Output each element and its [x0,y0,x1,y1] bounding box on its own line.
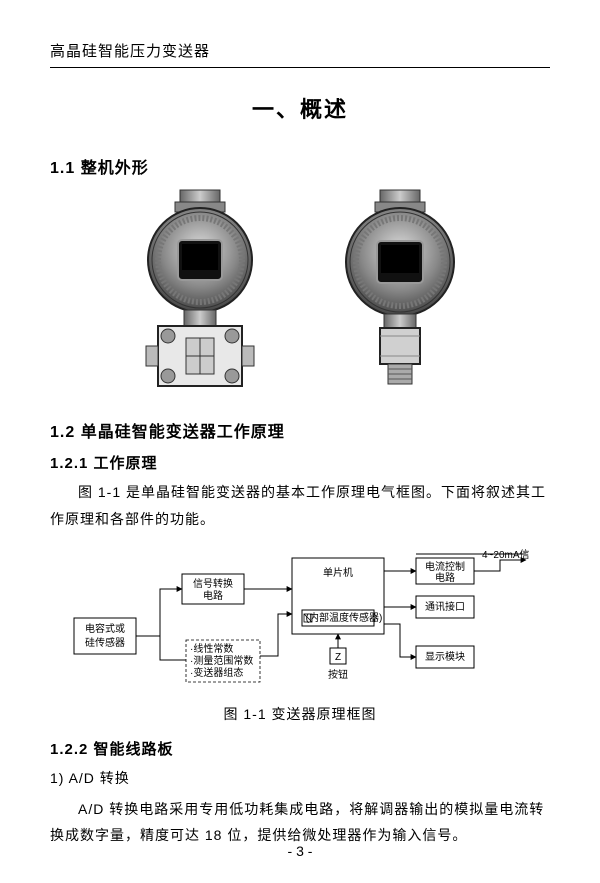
bd-temp: (内部温度传感器) [306,611,383,624]
bd-p2: ·测量范围常数 [190,654,253,667]
bd-sensor-l1: 电容式或 [85,622,125,635]
bd-btn: 按钮 [328,668,348,681]
device-right-illustration [320,188,480,398]
running-header: 高晶硅智能压力变送器 [50,40,550,68]
section-1-2-1-heading: 1.2.1 工作原理 [50,452,550,473]
section-1-2-2-heading: 1.2.2 智能线路板 [50,738,550,759]
bd-comm: 通讯接口 [425,600,465,613]
fig-1-1-diagram: 电容式或 硅传感器 信号转换 电路 单片机 (内部温度传感器) 电流控制 电路 … [50,544,550,694]
page-number: - 3 - [0,843,600,859]
bd-p1: ·线性常数 [190,642,233,655]
section-1-2-2-item1-label: 1) A/D 转换 [50,765,550,792]
device-left-illustration [120,188,280,398]
bd-z: Z [335,652,341,663]
bd-sigconv-l1: 信号转换 [193,577,233,590]
fig-1-1-caption: 图 1-1 变送器原理框图 [50,704,550,724]
bd-p3: ·变送器组态 [190,666,243,679]
section-1-2-2-item1-para: A/D 转换电路采用专用低功耗集成电路，将解调器输出的模拟量电流转换成数字量，精… [50,796,550,849]
section-1-1-heading: 1.1 整机外形 [50,154,550,178]
device-figure-row [50,188,550,398]
bd-sensor-l2: 硅传感器 [85,636,125,649]
bd-disp: 显示模块 [425,651,465,663]
section-1-2-1-para: 图 1-1 是单晶硅智能变送器的基本工作原理电气框图。下面将叙述其工作原理和各部… [50,479,550,532]
bd-cc-l1: 电流控制 [425,560,465,573]
chapter-title: 一、概述 [50,92,550,124]
bd-cc-l2: 电路 [435,571,455,584]
section-1-2-heading: 1.2 单晶硅智能变送器工作原理 [50,418,550,442]
bd-mcu: 单片机 [323,566,353,579]
bd-sigconv-l2: 电路 [203,589,223,602]
